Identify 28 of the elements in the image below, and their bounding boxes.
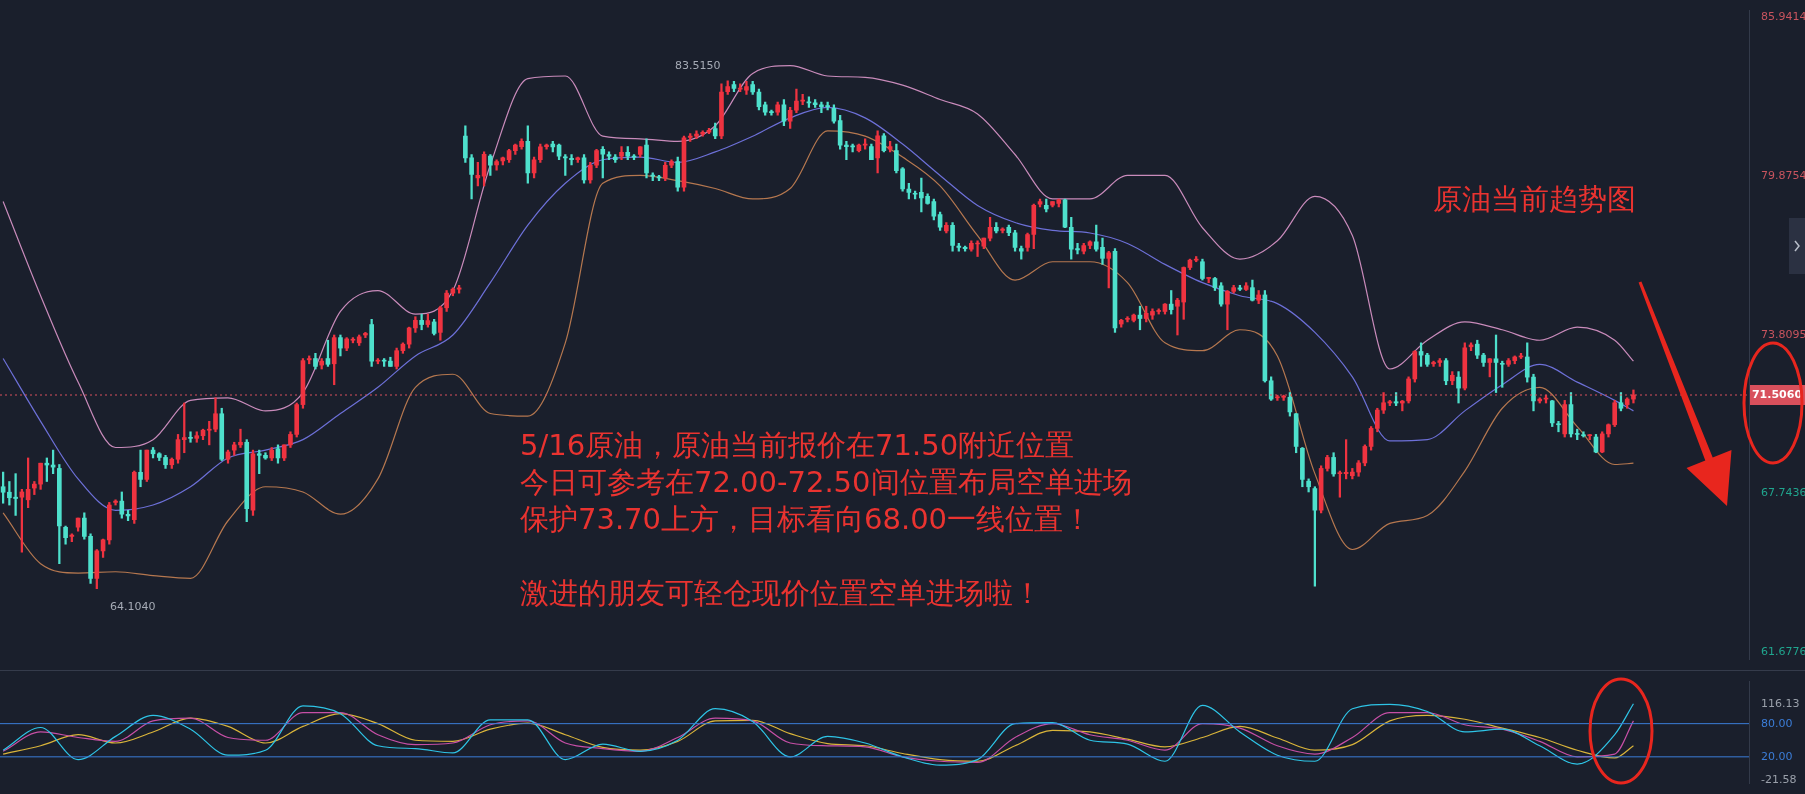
candlestick: [619, 146, 624, 161]
y-tick-label: 61.6776: [1761, 645, 1805, 658]
candlestick: [188, 431, 193, 443]
candlestick: [569, 154, 574, 166]
y-tick-label: 20.00: [1761, 749, 1793, 763]
candlestick: [544, 143, 549, 150]
annotation: 保护73.70上方，目标看向68.00一线位置！: [520, 502, 1093, 536]
annotation: 5/16原油，原油当前报价在71.50附近位置: [520, 428, 1075, 462]
annotation: 原油当前趋势图: [1433, 182, 1636, 216]
line-series: [2, 130, 1635, 579]
y-tick-label: 73.8095: [1761, 327, 1805, 341]
candlestick: [1000, 227, 1005, 234]
y-tick-label: -21.58: [1761, 772, 1797, 786]
candlestick: [1556, 421, 1561, 433]
candlestick: [494, 159, 499, 171]
line-series: [2, 703, 1635, 766]
annotation: 64.1040: [110, 600, 156, 613]
annotation: 激进的朋友可轻仓现价位置空单进场啦！: [520, 576, 1042, 610]
y-tick-label: 67.7436: [1761, 486, 1805, 500]
candlestick: [138, 449, 143, 488]
annotation: 今日可参考在72.00-72.50间位置布局空单进场: [520, 465, 1132, 499]
y-tick-label: 80.00: [1761, 716, 1793, 730]
candlestick: [238, 428, 243, 448]
candlestick: [363, 332, 368, 338]
candlestick: [113, 499, 118, 506]
annotation: 83.5150: [675, 59, 721, 72]
ref-line-label: 71.5060: [1751, 387, 1803, 401]
y-tick-label: 116.13: [1761, 696, 1800, 710]
